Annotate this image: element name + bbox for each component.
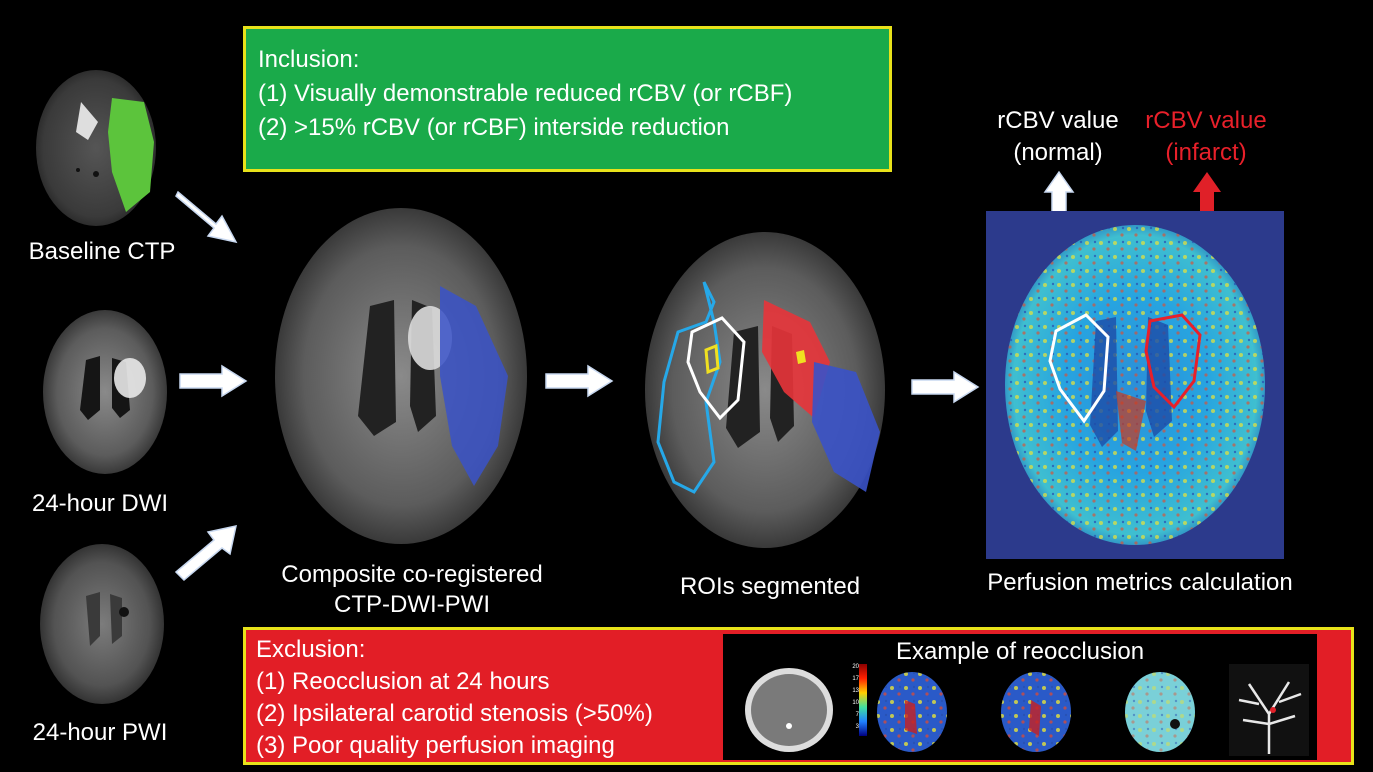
exclusion-item-1: (1) Reocclusion at 24 hours (256, 668, 550, 695)
dwi-image (34, 300, 176, 484)
pwi-image (30, 536, 174, 712)
exclusion-item-3: (3) Poor quality perfusion imaging (256, 732, 615, 759)
arrow-ctp-to-composite-icon (175, 190, 238, 244)
perfusion-map-image (986, 211, 1284, 559)
rcbv-infarct-label-line1: rCBV value (1145, 107, 1267, 134)
reocclusion-ct-image (743, 666, 835, 754)
rcbv-normal-label-line2: (normal) (1013, 139, 1103, 166)
reocclusion-example-panel: Example of reocclusion 20 17 13 10 7 3 (723, 634, 1317, 760)
rois-label: ROIs segmented (679, 573, 861, 600)
rois-image (634, 222, 896, 558)
colorbar-tick: 3 (855, 724, 859, 730)
reocclusion-example-title: Example of reocclusion (895, 638, 1145, 665)
arrow-pwi-to-composite-icon (174, 525, 237, 582)
rcbv-infarct-label-line2: (infarct) (1165, 139, 1247, 166)
dwi-label: 24-hour DWI (31, 490, 169, 517)
exclusion-item-2: (2) Ipsilateral carotid stenosis (>50%) (256, 700, 653, 727)
perfusion-label: Perfusion metrics calculation (987, 569, 1293, 596)
arrow-rois-to-perfusion-icon (911, 370, 980, 404)
exclusion-title: Exclusion: (256, 636, 366, 663)
reocclusion-angiogram-image (1229, 664, 1309, 756)
inclusion-item-2: (2) >15% rCBV (or rCBF) interside reduct… (258, 114, 730, 141)
baseline-ctp-image (26, 62, 166, 232)
reocclusion-perfusion-map-1 (875, 670, 949, 754)
exclusion-criteria-box: Exclusion: (1) Reocclusion at 24 hours (… (243, 627, 1354, 765)
inclusion-criteria-box: Inclusion: (1) Visually demonstrable red… (243, 26, 892, 172)
colorbar-tick: 10 (852, 700, 859, 706)
reocclusion-colorbar (859, 664, 867, 736)
reocclusion-colorbar-ticks: 20 17 13 10 7 3 (847, 661, 859, 733)
colorbar-tick: 20 (852, 664, 859, 670)
rcbv-normal-label-line1: rCBV value (997, 107, 1119, 134)
composite-image (262, 196, 540, 554)
arrow-composite-to-rois-icon (545, 364, 614, 398)
inclusion-title: Inclusion: (258, 46, 360, 73)
colorbar-tick: 17 (852, 676, 859, 682)
composite-label-line2: CTP-DWI-PWI (334, 591, 490, 618)
reocclusion-perfusion-map-2 (999, 670, 1073, 754)
composite-label-line1: Composite co-registered (281, 561, 543, 588)
colorbar-tick: 7 (855, 712, 859, 718)
baseline-ctp-label: Baseline CTP (28, 238, 176, 265)
colorbar-tick: 13 (852, 688, 859, 694)
arrow-dwi-to-composite-icon (179, 364, 248, 398)
inclusion-item-1: (1) Visually demonstrable reduced rCBV (… (258, 80, 793, 107)
pwi-label: 24-hour PWI (32, 719, 168, 746)
reocclusion-perfusion-map-3 (1123, 670, 1197, 754)
